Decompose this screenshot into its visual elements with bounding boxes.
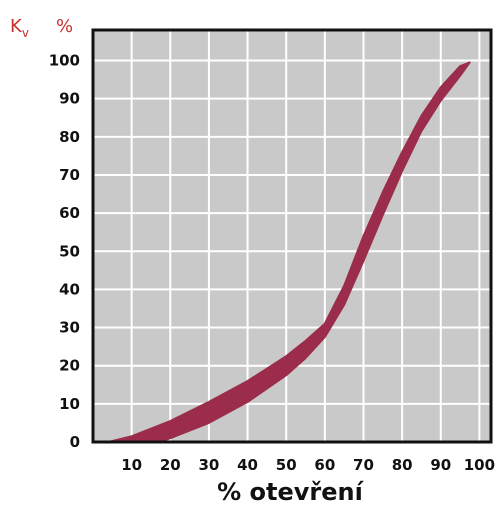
y-tick-labels: 0 10 20 30 40 50 60 70 80 90 100 <box>49 52 80 451</box>
y-tick-label: 50 <box>59 242 80 260</box>
kv-label: Kv <box>10 16 29 40</box>
plot-area <box>93 30 491 442</box>
x-tick-label: 80 <box>392 456 413 474</box>
x-tick-label: 40 <box>237 456 258 474</box>
y-tick-label: 10 <box>59 395 80 413</box>
y-tick-label: 20 <box>59 357 80 375</box>
y-tick-label: 40 <box>59 280 80 298</box>
y-tick-label: 80 <box>59 128 80 146</box>
y-tick-label: 100 <box>49 52 80 70</box>
y-tick-label: 70 <box>59 166 80 184</box>
kv-band <box>107 61 471 443</box>
x-tick-label: 10 <box>121 456 142 474</box>
x-tick-label: 100 <box>464 456 495 474</box>
x-tick-label: 20 <box>160 456 181 474</box>
x-tick-label: 50 <box>276 456 297 474</box>
x-tick-label: 30 <box>198 456 219 474</box>
kv-sub: v <box>22 26 29 40</box>
x-axis-label: % otevření <box>217 478 364 506</box>
percent-label: % <box>56 16 73 37</box>
x-tick-labels: 10 20 30 40 50 60 70 80 90 100 <box>121 456 495 474</box>
y-tick-label: 30 <box>59 319 80 337</box>
plot-frame <box>91 28 493 444</box>
grid-lines <box>93 30 491 442</box>
x-tick-label: 70 <box>353 456 374 474</box>
y-tick-label: 90 <box>59 90 80 108</box>
x-tick-label: 90 <box>430 456 451 474</box>
kv-main: K <box>10 16 23 37</box>
y-tick-label: 0 <box>70 433 80 451</box>
y-tick-label: 60 <box>59 204 80 222</box>
x-tick-label: 60 <box>314 456 335 474</box>
